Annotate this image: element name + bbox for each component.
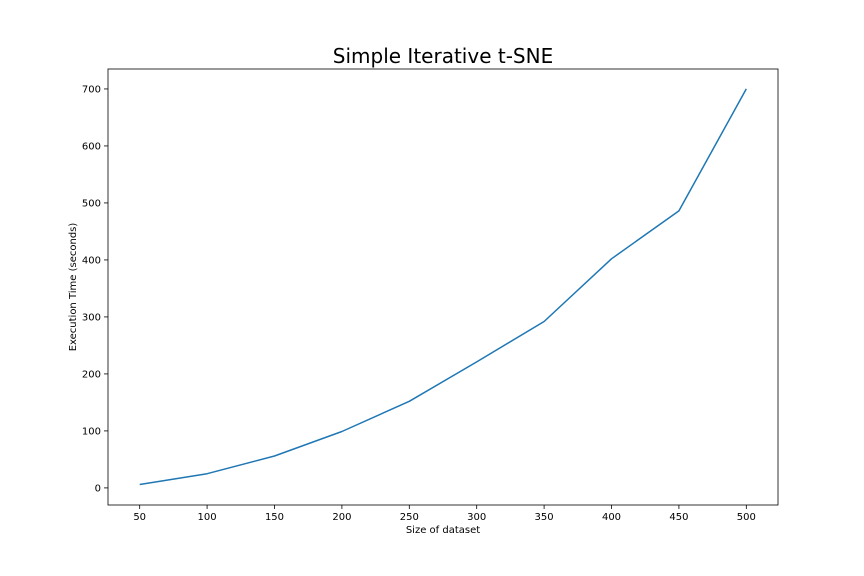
x-tick-label: 100 — [198, 512, 217, 523]
y-tick-label: 300 — [82, 312, 101, 323]
y-axis-label: Execution Time (seconds) — [68, 223, 79, 352]
y-tick-label: 100 — [82, 426, 101, 437]
data-points — [139, 88, 747, 485]
y-axis-ticks: 0 100 200 300 400 500 600 700 — [82, 84, 108, 494]
x-tick-label: 350 — [535, 512, 554, 523]
x-tick-label: 400 — [602, 512, 621, 523]
y-tick-label: 700 — [82, 84, 101, 95]
x-tick-label: 50 — [133, 512, 146, 523]
x-tick-label: 500 — [737, 512, 756, 523]
plot-area-frame — [107, 68, 779, 506]
y-tick-label: 600 — [82, 141, 101, 152]
x-axis-ticks: 50 100 150 200 250 300 350 400 450 500 — [133, 505, 756, 523]
x-tick-label: 200 — [332, 512, 351, 523]
y-tick-label: 0 — [95, 483, 101, 494]
y-tick-label: 500 — [82, 198, 101, 209]
x-tick-label: 300 — [467, 512, 486, 523]
chart-title: Simple Iterative t-SNE — [333, 44, 553, 68]
y-tick-label: 400 — [82, 255, 101, 266]
x-tick-label: 250 — [400, 512, 419, 523]
x-tick-label: 150 — [265, 512, 284, 523]
x-tick-label: 450 — [669, 512, 688, 523]
y-tick-label: 200 — [82, 369, 101, 380]
series-line — [139, 88, 747, 486]
x-axis-label: Size of dataset — [406, 525, 480, 536]
